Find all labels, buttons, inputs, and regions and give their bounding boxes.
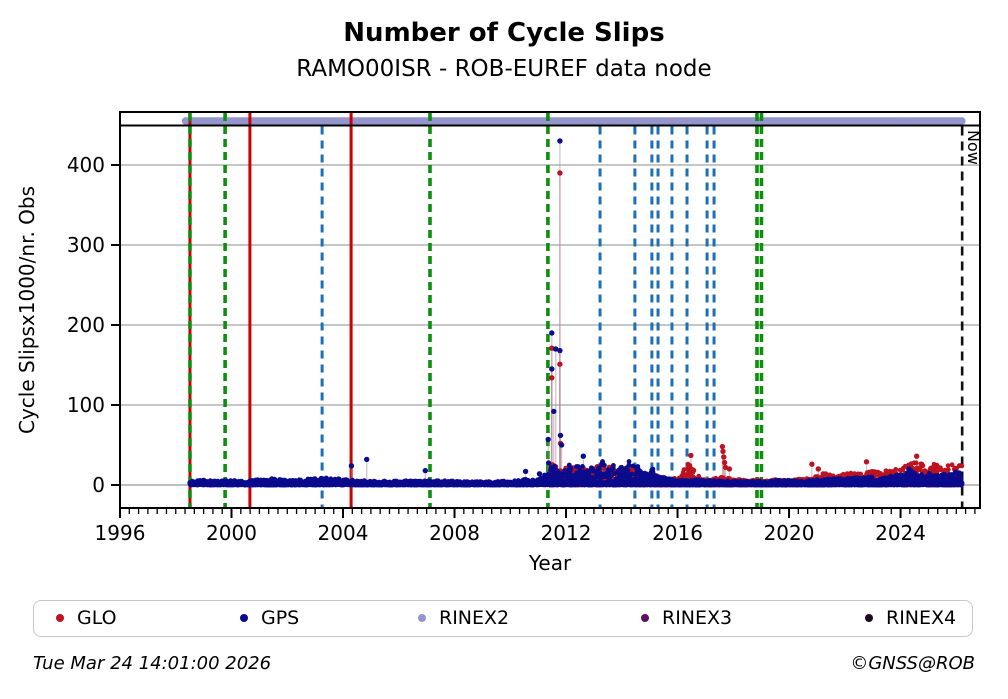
legend-label-glo: GLO: [77, 607, 117, 629]
gps-marker-icon: [240, 614, 248, 622]
legend-item-rinex3: RINEX3: [641, 601, 732, 635]
legend-label-rinex4: RINEX4: [886, 607, 957, 629]
rinex4-marker-icon: [865, 614, 873, 622]
chart-title: Number of Cycle Slips: [343, 18, 665, 48]
rinex3-marker-icon: [641, 614, 649, 622]
plot-credit: ©GNSS@ROB: [850, 653, 975, 674]
plot-timestamp: Tue Mar 24 14:01:00 2026: [33, 653, 272, 674]
legend-item-glo: GLO: [56, 601, 117, 635]
legend: GLO GPS RINEX2 RINEX3 RINEX4: [33, 600, 973, 637]
glo-marker-icon: [56, 614, 64, 622]
legend-label-rinex2: RINEX2: [439, 607, 510, 629]
legend-label-gps: GPS: [261, 607, 300, 629]
legend-item-gps: GPS: [240, 601, 299, 635]
legend-label-rinex3: RINEX3: [662, 607, 733, 629]
legend-item-rinex2: RINEX2: [418, 601, 509, 635]
legend-item-rinex4: RINEX4: [865, 601, 956, 635]
chart-subtitle: RAMO00ISR - ROB-EUREF data node: [296, 56, 712, 82]
rinex2-marker-icon: [418, 614, 426, 622]
